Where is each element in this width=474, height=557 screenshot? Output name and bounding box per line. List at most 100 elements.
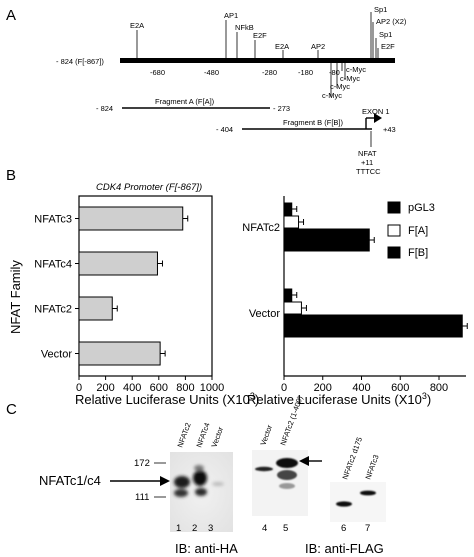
chart2-category-label: Vector [249,308,281,320]
lane-number: 7 [365,523,370,534]
chart1-xtick-label: 600 [150,382,168,394]
position-labels: -680 -480 -280 -180 -80 [150,68,340,77]
chart1-bar [78,251,158,276]
panel-a-label: A [6,7,16,24]
position-label: -680 [150,68,165,77]
lane-number: 3 [208,523,213,534]
lane-number: 6 [341,523,346,534]
chart2-category-label: NFATc2 [242,222,280,234]
lane-label: Vector [209,425,225,449]
top-site-labels: E2A AP1 NFkB E2F E2A AP2 Sp1 AP2 (X2) Sp… [130,5,407,51]
chart1-title: CDK4 Promoter (F[-867]) [96,182,202,193]
exon-arrow-icon [365,113,382,129]
nfat-position: +11 [361,158,373,167]
chart2-xlabel: Relative Luciferase Units (X103) [247,391,431,407]
site-label: c-Myc [346,65,366,74]
chart2-bar [283,215,300,229]
chart2: NFATc2 Vector 0 200 400 600 800 pGL3 F[A] F[B] [242,196,468,394]
chart1-bar [78,341,161,366]
fragment-a-start: - 824 [96,104,113,113]
site-label: Sp1 [379,30,392,39]
chart2-xtick-label: 600 [391,382,409,394]
bottom-site-labels: c-Myc c-Myc c-Myc c-Myc [322,65,366,100]
marker-172: 172 [134,458,150,469]
exon-label: EXON 1 [362,107,390,116]
position-label: -280 [262,68,277,77]
bottom-sites [330,63,346,97]
band-label: NFATc1/c4 [39,473,101,488]
panel-b-label: B [6,167,16,184]
promoter-line [120,58,395,63]
chart1-xtick-label: 800 [176,382,194,394]
site-label: AP2 [311,42,325,51]
position-label: -80 [329,68,340,77]
site-label: AP1 [224,11,238,20]
lane-label: NFATc2 d175 [340,436,364,481]
site-label: AP2 (X2) [376,17,407,26]
blot2-arrow-icon [299,456,322,466]
chart1: NFATc3 NFATc4 NFATc2 Vector 0 200 400 600 800 100… [34,195,224,394]
blot2-bands [255,458,298,489]
band-arrow-icon [110,476,170,486]
chart2-legend-swatch [387,246,401,259]
chart1-xtick-label: 400 [123,382,141,394]
chart1-xlabel: Relative Luciferase Units (X103) [75,391,259,407]
site-label: E2F [253,31,267,40]
top-sites [136,12,379,58]
fragment-b-start: - 404 [216,125,233,134]
chart1-frame [78,195,213,377]
fragment-b-label: Fragment B (F[B]) [283,118,344,127]
lane-label: NFATc3 [363,453,380,480]
lane-number: 4 [262,523,267,534]
site-label: E2F [381,42,395,51]
chart2-legend-label: pGL3 [408,202,435,214]
chart2-legend-label: F[B] [408,247,428,259]
site-label: E2A [275,42,289,51]
chart1-category-label: NFATc2 [34,304,72,316]
chart1-xtick-label: 200 [96,382,114,394]
site-label: E2A [130,21,144,30]
chart2-xtick-label: 800 [430,382,448,394]
lane-number: 1 [176,523,181,534]
lane-number: 5 [283,523,288,534]
marker-111: 111 [135,492,149,503]
chart2-bar [283,288,293,302]
chart2-legend-swatch [387,201,401,214]
chart2-xtick-label: 200 [314,382,332,394]
chart2-legend-label: F[A] [408,225,428,237]
site-label: NFkB [235,23,254,32]
nfat-family-label: NFAT Family [8,260,23,334]
site-label: Sp1 [374,5,387,14]
ib-anti-ha-label: IB: anti-HA [175,541,238,556]
chart2-legend-swatch [387,224,401,237]
site-label: c-Myc [330,82,350,91]
chart2-bar [283,202,293,216]
blot3-bands [336,490,376,507]
lane-numbers: 1 2 3 4 5 6 7 [176,523,370,534]
blot3-lane-labels: NFATc2 d175 NFATc3 [340,436,380,481]
chart1-category-label: Vector [41,349,73,361]
lane-label: Vector [258,423,274,447]
chart1-xtick-label: 0 [76,382,82,394]
blot3-background [330,482,386,522]
chart2-bar [283,228,370,252]
nfat-sequence: TTTCC [356,167,381,176]
fragment-a-end: - 273 [273,104,290,113]
promoter-start-label: - 824 (F[-867]) [56,57,104,66]
lane-number: 2 [192,523,197,534]
fragment-b-end: +43 [383,125,396,134]
nfat-label: NFAT [358,149,377,158]
chart1-xtick-label: 1000 [200,382,224,394]
lane-label: NFATc2 [175,421,192,448]
chart2-bar [283,301,302,315]
ib-anti-flag-label: IB: anti-FLAG [305,541,384,556]
position-label: -480 [204,68,219,77]
blot1-lane-labels: NFATc2 NFATc4 Vector [175,421,225,448]
position-label: -180 [298,68,313,77]
chart2-bar [283,314,463,338]
fragment-a-label: Fragment A (F[A]) [155,97,215,106]
chart2-xtick-label: 400 [352,382,370,394]
blot1-bands [174,465,224,497]
chart1-bar [78,206,184,231]
site-label: c-Myc [322,91,342,100]
